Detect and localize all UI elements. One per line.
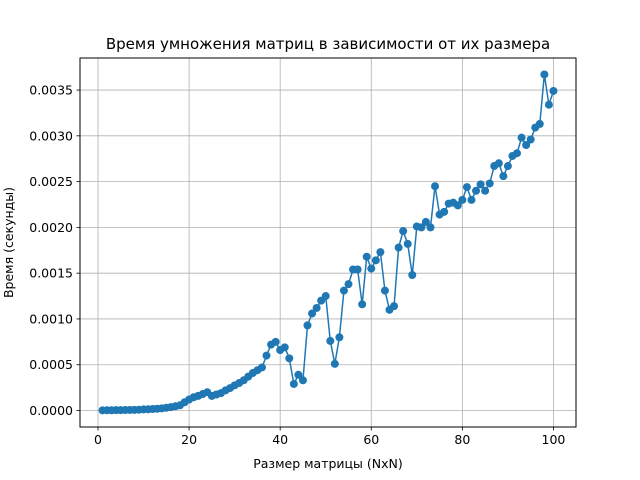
data-point xyxy=(476,180,485,189)
data-point xyxy=(503,162,512,171)
x-tick-label: 100 xyxy=(542,432,566,447)
y-tick-label: 0.0015 xyxy=(29,266,73,281)
data-point xyxy=(271,337,280,346)
data-point xyxy=(330,359,339,368)
data-point xyxy=(403,239,412,248)
x-axis-label: Размер матрицы (NxN) xyxy=(253,456,403,471)
data-point xyxy=(544,100,553,109)
data-point xyxy=(526,135,535,144)
data-point xyxy=(522,140,531,149)
chart-title: Время умножения матриц в зависимости от … xyxy=(106,35,550,53)
y-tick-label: 0.0010 xyxy=(29,311,73,326)
data-point xyxy=(426,223,435,232)
data-point xyxy=(467,195,476,204)
data-point xyxy=(540,70,549,79)
data-point xyxy=(326,336,335,345)
data-point xyxy=(335,333,344,342)
x-tick-label: 40 xyxy=(272,432,288,447)
data-point xyxy=(458,195,467,204)
data-point xyxy=(376,248,385,257)
y-axis-label: Время (секунды) xyxy=(1,187,16,298)
data-point xyxy=(485,179,494,188)
plot-frame xyxy=(79,57,577,428)
y-tick-label: 0.0005 xyxy=(29,357,73,372)
data-point xyxy=(472,186,481,195)
data-point xyxy=(453,201,462,210)
data-point xyxy=(321,292,330,301)
y-tick-label: 0.0030 xyxy=(29,128,73,143)
y-tick-label: 0.0000 xyxy=(29,403,73,418)
data-point xyxy=(262,351,271,360)
data-point xyxy=(380,286,389,295)
y-tick-label: 0.0035 xyxy=(29,83,73,98)
data-point xyxy=(462,183,471,192)
y-axis: 0.0000 0.0005 0.0010 0.0015 0.0020 0.0025 0.00… xyxy=(29,83,80,418)
data-point xyxy=(408,271,417,279)
data-point xyxy=(421,217,430,226)
data-point xyxy=(517,133,526,142)
data-point xyxy=(513,149,522,158)
data-point xyxy=(294,370,303,379)
data-point xyxy=(285,354,294,363)
data-point xyxy=(308,309,317,318)
data-point xyxy=(394,243,403,252)
x-tick-label: 60 xyxy=(363,432,379,447)
x-axis: 0 20 40 60 80 100 xyxy=(94,427,565,447)
grid xyxy=(80,58,576,427)
x-tick-label: 0 xyxy=(94,432,102,447)
data-series xyxy=(98,70,558,415)
data-point xyxy=(358,300,367,309)
y-tick-label: 0.0020 xyxy=(29,220,73,235)
data-point xyxy=(417,223,426,232)
data-point xyxy=(371,256,380,265)
data-point xyxy=(431,182,440,191)
data-point xyxy=(390,302,399,311)
data-point xyxy=(339,286,348,295)
data-point xyxy=(353,265,362,274)
data-point xyxy=(494,159,503,168)
data-point xyxy=(280,343,289,352)
y-tick-label: 0.0025 xyxy=(29,174,73,189)
data-point xyxy=(298,376,307,385)
data-point xyxy=(367,264,376,273)
data-point xyxy=(549,86,558,95)
data-point xyxy=(312,303,321,312)
x-tick-label: 20 xyxy=(181,432,197,447)
data-point xyxy=(440,207,449,216)
data-point xyxy=(257,363,266,372)
data-point xyxy=(399,227,408,236)
data-point xyxy=(362,252,371,261)
data-point xyxy=(535,119,544,128)
data-point xyxy=(481,186,490,195)
x-tick-label: 80 xyxy=(454,432,470,447)
data-point xyxy=(289,379,298,388)
data-point xyxy=(303,321,312,330)
data-point xyxy=(344,280,353,289)
data-point xyxy=(499,172,508,181)
